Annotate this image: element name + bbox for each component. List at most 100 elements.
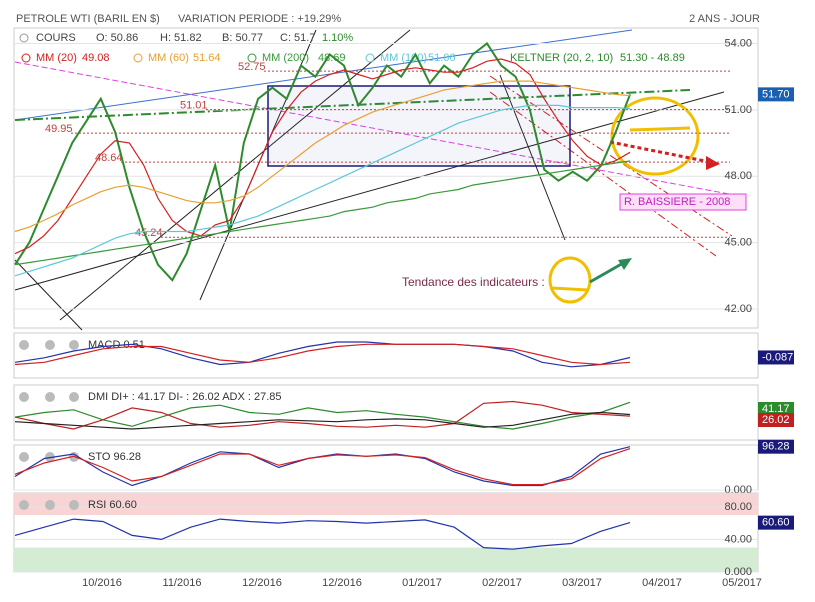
legend-value: 51.64 xyxy=(193,52,221,64)
legend-value: 48.69 xyxy=(318,52,346,64)
value-tag-box xyxy=(758,413,794,427)
value-tag-box xyxy=(758,87,794,102)
legend-value: 49.08 xyxy=(82,52,110,64)
panel-title: DMI DI+ : 41.17 DI- : 26.02 ADX : 27.85 xyxy=(88,391,282,403)
legend-entry: COURS xyxy=(36,32,76,44)
panel-icon xyxy=(45,340,55,350)
series-line xyxy=(14,401,631,430)
arrow-head xyxy=(618,258,632,270)
legend-value: 51.06 xyxy=(428,52,456,64)
panel-icon xyxy=(69,392,79,402)
x-tick-label: 05/2017 xyxy=(722,577,762,589)
trend-line xyxy=(14,89,691,121)
annotation-box xyxy=(619,193,747,211)
y-tick-label: 80.00 xyxy=(724,501,752,513)
value-tag-box xyxy=(758,402,794,416)
series-line xyxy=(14,58,631,255)
oversold-band xyxy=(14,547,758,572)
arrow xyxy=(551,286,589,292)
x-tick-label: 12/2016 xyxy=(322,577,362,589)
value-tag-box xyxy=(758,515,794,530)
legend-entry: O: 50.86 xyxy=(96,32,138,44)
level-label: 45.24 xyxy=(135,227,163,239)
series-line xyxy=(14,400,631,430)
series-line xyxy=(14,341,631,368)
legend-entry: KELTNER (20, 2, 10) xyxy=(510,52,613,64)
series-line xyxy=(14,104,631,277)
panel-icon xyxy=(19,500,29,510)
panel-title: RSI 60.60 xyxy=(88,499,137,511)
x-tick-label: 10/2016 xyxy=(82,577,122,589)
panel-icon xyxy=(45,500,55,510)
value-tag: 41.17 xyxy=(762,403,790,415)
panel-icon xyxy=(45,452,55,462)
series-line xyxy=(14,343,631,366)
panel-icon xyxy=(19,452,29,462)
value-tag-box xyxy=(758,350,794,365)
variation: VARIATION PERIODE : +19.29% xyxy=(178,13,341,25)
legend-entry: MM (60) xyxy=(148,52,189,64)
level-label: 51.01 xyxy=(180,100,208,112)
y-tick-label: 48.00 xyxy=(724,170,752,182)
y-tick-label: 42.00 xyxy=(724,303,752,315)
y-tick-label: 40.00 xyxy=(724,533,752,545)
legend-icon xyxy=(19,33,29,43)
trend-line xyxy=(59,29,411,321)
y-tick-label: 0.000 xyxy=(724,566,752,578)
trend-line xyxy=(14,61,741,197)
value-tag: 26.02 xyxy=(762,414,790,426)
value-tag: 51.70 xyxy=(762,88,790,100)
y-tick-label: 54.00 xyxy=(724,37,752,49)
value-tag: 60.60 xyxy=(762,517,790,529)
panel-title: STO 96.28 xyxy=(88,451,141,463)
trend-line xyxy=(14,259,83,331)
series-line xyxy=(14,448,631,486)
trend-line xyxy=(499,74,566,241)
legend-icon xyxy=(21,53,31,63)
panel-icon xyxy=(19,340,29,350)
arrow-head xyxy=(706,156,720,170)
x-tick-label: 11/2016 xyxy=(163,577,202,589)
series-line xyxy=(14,518,631,550)
legend-entry: C: 51.7 xyxy=(280,32,315,44)
x-tick-label: 03/2017 xyxy=(562,577,602,589)
x-tick-label: 12/2016 xyxy=(242,577,282,589)
legend-icon xyxy=(365,53,375,63)
x-tick-label: 01/2017 xyxy=(402,577,442,589)
series-line xyxy=(14,80,631,233)
main-panel xyxy=(13,27,759,329)
legend-entry: MM (200) xyxy=(262,52,309,64)
annotation: R. BAISSIERE - 2008 xyxy=(624,196,730,208)
panel-icon xyxy=(45,392,55,402)
value-tag: 96.28 xyxy=(762,441,790,453)
arrow xyxy=(609,140,711,164)
period: 2 ANS - JOUR xyxy=(689,13,760,25)
value-tag-box xyxy=(758,439,794,454)
title: PETROLE WTI (BARIL EN $) xyxy=(16,13,160,25)
arrow xyxy=(629,126,691,132)
panel-icon xyxy=(69,500,79,510)
x-tick-label: 02/2017 xyxy=(482,577,522,589)
series-line xyxy=(14,160,631,266)
level-label: 49.95 xyxy=(45,123,73,135)
annotation: Tendance des indicateurs : xyxy=(402,275,545,289)
legend-entry: MM (20) xyxy=(36,52,77,64)
y-tick-label: 45.00 xyxy=(724,237,752,249)
value-tag: -0.087 xyxy=(762,351,793,363)
highlight xyxy=(548,256,592,304)
panel-icon xyxy=(19,392,29,402)
legend-entry: H: 51.82 xyxy=(160,32,202,44)
trend-line xyxy=(489,91,717,257)
overbought-band xyxy=(14,493,758,515)
legend-entry: B: 50.77 xyxy=(222,32,263,44)
range-box xyxy=(267,85,571,167)
x-tick-label: 04/2017 xyxy=(642,577,682,589)
y-tick-label: 51.00 xyxy=(724,104,752,116)
series-line xyxy=(14,411,631,430)
trend-line xyxy=(14,91,725,291)
legend-entry: 1.10% xyxy=(322,32,353,44)
legend-icon xyxy=(133,53,143,63)
level-label: 52.75 xyxy=(238,61,266,73)
drawings xyxy=(14,29,741,331)
highlight xyxy=(610,96,700,176)
